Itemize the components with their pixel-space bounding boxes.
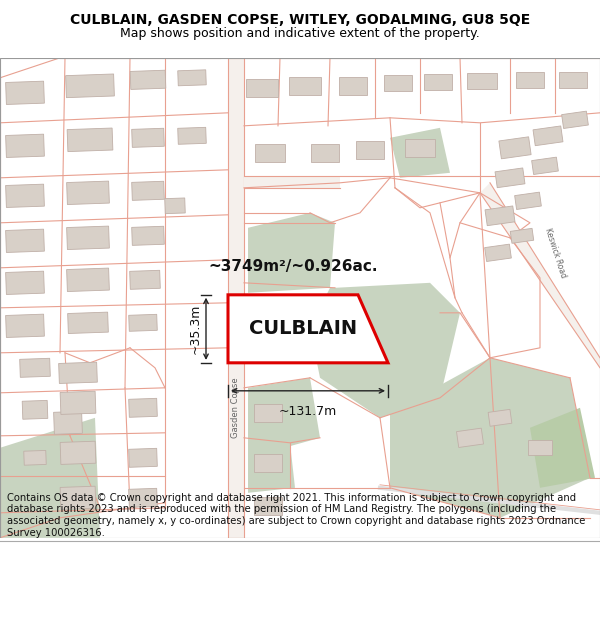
Polygon shape — [248, 378, 320, 458]
Bar — [516, 72, 544, 88]
Polygon shape — [390, 128, 450, 178]
Bar — [22, 401, 48, 419]
Bar — [5, 229, 44, 253]
Polygon shape — [530, 408, 595, 488]
Bar — [68, 312, 109, 334]
Bar — [53, 411, 82, 434]
Bar — [128, 488, 157, 508]
Bar — [67, 226, 109, 249]
Bar — [131, 128, 164, 148]
Bar — [457, 428, 484, 448]
Polygon shape — [248, 442, 295, 493]
Bar — [67, 268, 109, 291]
Bar — [65, 74, 115, 98]
Bar — [5, 314, 44, 338]
Bar — [20, 358, 50, 377]
Text: ~131.7m: ~131.7m — [279, 405, 337, 418]
Bar — [130, 270, 160, 289]
Bar — [67, 181, 109, 204]
Bar — [60, 391, 96, 414]
Bar — [178, 70, 206, 86]
Bar — [289, 77, 321, 95]
Bar — [254, 454, 282, 472]
Polygon shape — [480, 182, 600, 368]
Bar — [485, 244, 511, 261]
Bar — [532, 157, 559, 174]
Bar — [178, 127, 206, 144]
Bar — [5, 81, 44, 104]
Text: ~3749m²/~0.926ac.: ~3749m²/~0.926ac. — [208, 259, 378, 274]
Bar — [24, 451, 46, 465]
Bar — [562, 111, 589, 129]
Bar — [165, 198, 185, 214]
Bar — [131, 181, 164, 201]
Text: Gasden Copse: Gasden Copse — [232, 378, 241, 438]
Bar — [384, 75, 412, 91]
Bar — [311, 144, 339, 162]
Bar — [5, 184, 44, 208]
Bar — [515, 192, 541, 209]
Bar — [495, 168, 525, 187]
Bar — [128, 398, 157, 418]
Bar — [533, 126, 563, 146]
Bar — [559, 72, 587, 88]
Polygon shape — [390, 357, 590, 518]
Bar — [467, 72, 497, 89]
Polygon shape — [228, 295, 388, 362]
Bar — [128, 448, 157, 468]
Bar — [5, 271, 44, 294]
Text: Map shows position and indicative extent of the property.: Map shows position and indicative extent… — [120, 28, 480, 41]
Text: CULBLAIN, GASDEN COPSE, WITLEY, GODALMING, GU8 5QE: CULBLAIN, GASDEN COPSE, WITLEY, GODALMIN… — [70, 12, 530, 26]
Bar — [405, 139, 435, 157]
Bar — [255, 144, 285, 162]
Bar — [424, 74, 452, 90]
Polygon shape — [244, 176, 340, 188]
Bar — [499, 137, 531, 159]
Bar — [254, 497, 282, 515]
Polygon shape — [310, 282, 460, 418]
Text: Contains OS data © Crown copyright and database right 2021. This information is : Contains OS data © Crown copyright and d… — [7, 492, 586, 538]
Bar — [356, 141, 384, 159]
Bar — [528, 440, 552, 455]
Bar — [485, 206, 515, 226]
Bar — [129, 314, 157, 331]
Bar — [60, 486, 96, 509]
Bar — [131, 226, 164, 246]
Bar — [60, 441, 96, 464]
Text: Keswick Road: Keswick Road — [542, 227, 568, 279]
Text: CULBLAIN: CULBLAIN — [249, 319, 357, 338]
Bar — [488, 409, 512, 426]
Bar — [67, 128, 113, 152]
Bar — [228, 58, 244, 538]
Bar — [246, 79, 278, 97]
Bar — [510, 228, 534, 243]
Bar — [339, 77, 367, 95]
Bar — [254, 404, 282, 422]
Bar — [5, 134, 44, 158]
Text: ~35.3m: ~35.3m — [189, 304, 202, 354]
Bar — [59, 362, 97, 384]
Bar — [130, 70, 166, 89]
Polygon shape — [0, 418, 100, 538]
Polygon shape — [248, 213, 335, 292]
